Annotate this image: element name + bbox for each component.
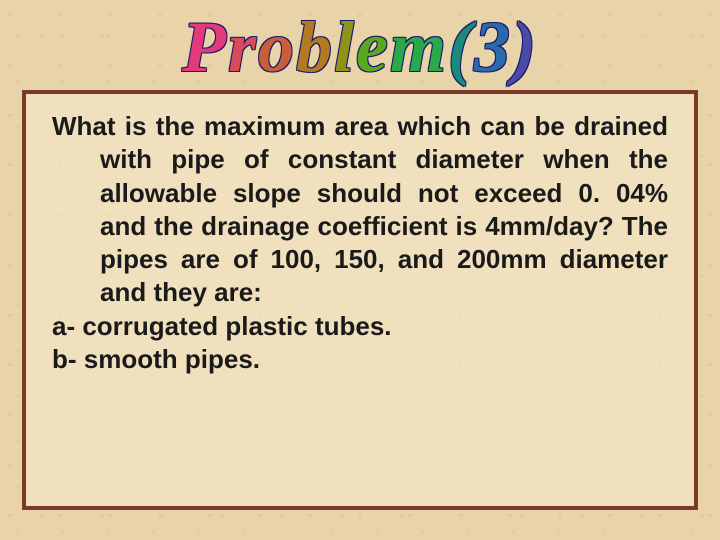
option-a: a- corrugated plastic tubes. xyxy=(52,310,668,343)
title-char: e xyxy=(356,6,390,89)
title-char: o xyxy=(258,6,296,89)
title-char: ) xyxy=(512,6,538,89)
title-char: m xyxy=(390,6,448,89)
option-b: b- smooth pipes. xyxy=(52,343,668,376)
title-char: 3 xyxy=(474,6,512,89)
title-char: r xyxy=(228,6,258,89)
content-box: What is the maximum area which can be dr… xyxy=(22,90,698,510)
title-char: P xyxy=(182,6,228,89)
title-container: Problem (3) xyxy=(0,0,720,90)
title-char: ( xyxy=(448,6,474,89)
title-char: b xyxy=(296,6,334,89)
title-char: l xyxy=(334,6,356,89)
slide-title: Problem (3) xyxy=(0,6,720,89)
question-text: What is the maximum area which can be dr… xyxy=(52,110,668,310)
